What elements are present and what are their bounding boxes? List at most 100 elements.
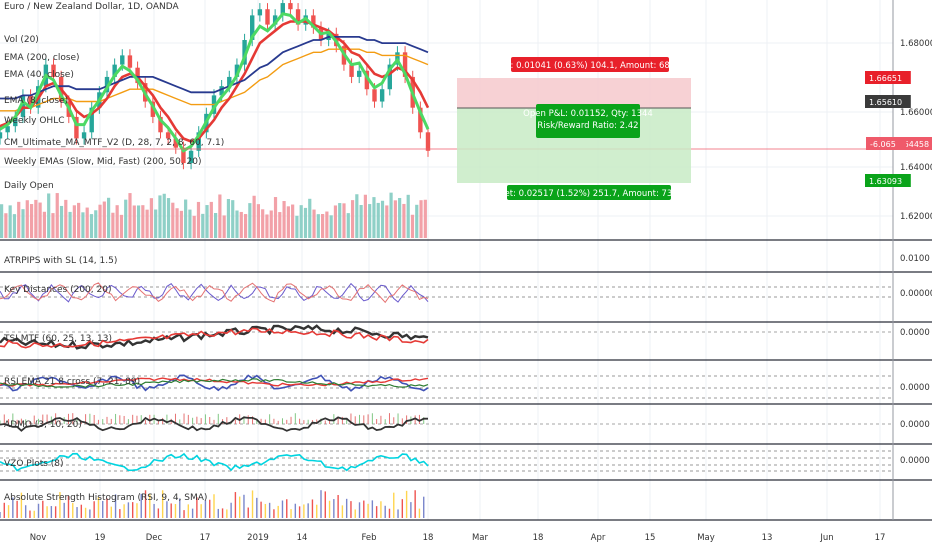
volume-bar: [269, 210, 273, 238]
price-tick-label: 1.64000: [900, 163, 932, 173]
target-label: Target: 0.02517 (1.52%) 251.7, Amount: 7…: [486, 189, 692, 199]
volume-bar: [329, 215, 333, 238]
price-tick-label: 1.68000: [900, 39, 932, 49]
candle-body: [127, 55, 133, 68]
candle-body: [104, 76, 110, 93]
candle-body: [13, 116, 18, 127]
price-tick-label: 1.62000: [900, 212, 932, 222]
volume-bar: [55, 193, 59, 238]
pane-label: TSI MTF (60, 25, 13, 13): [3, 334, 112, 344]
candle-body: [112, 64, 117, 77]
volume-bar: [308, 198, 312, 238]
price-tag-label: 1.64458: [896, 140, 929, 149]
stop-label-box[interactable]: [511, 57, 669, 72]
volume-bar: [145, 209, 149, 238]
volume-bar: [410, 214, 415, 238]
volume-bar: [376, 202, 380, 238]
volume-bar: [34, 199, 38, 238]
volume-bar: [218, 194, 222, 238]
volume-bar: [179, 210, 183, 238]
volume-bar: [359, 204, 363, 238]
volume-bar: [342, 203, 346, 238]
volume-bar: [171, 202, 175, 238]
tsi-signal: [0, 327, 429, 349]
pane-tick-label: 0.0000: [900, 383, 930, 393]
candle-body: [20, 95, 26, 117]
candle-body: [402, 52, 408, 77]
candle-body: [265, 9, 270, 25]
volume-bar: [124, 199, 128, 238]
volume-bar: [248, 203, 252, 238]
time-tick-label: Dec: [146, 533, 163, 543]
axes: 1.68000 1.66000 1.64000 1.62000 0.0100 0.0000…: [30, 0, 932, 543]
short-position-tool[interactable]: Stop: 0.01041 (0.63%) 104.1, Amount: 686…: [457, 57, 691, 200]
candle-body: [0, 132, 3, 139]
time-tick-label: Nov: [30, 533, 47, 543]
volume-bar: [149, 198, 153, 238]
volume-bar: [77, 202, 81, 238]
volume-bar: [316, 214, 320, 238]
volume-bar: [380, 200, 385, 238]
volume-bar: [47, 193, 51, 238]
volume-bar: [21, 209, 25, 238]
pane-label: RSI EMA 21 8 cross (7, 21, 89): [4, 377, 140, 387]
candle-body: [81, 132, 87, 139]
candle-body: [295, 9, 301, 25]
volume-bar: [214, 212, 218, 238]
time-tick-label: 13: [762, 533, 773, 543]
time-tick-label: 18: [423, 533, 434, 543]
volume-bar: [141, 205, 145, 238]
candle-body: [250, 15, 255, 40]
volume-bar: [402, 203, 406, 238]
time-tick-label: 18: [533, 533, 544, 543]
volume-bar: [256, 204, 260, 238]
indicator-label: CM_Ultimate_MA_MTF_V2 (D, 28, 7, 2, 8, 6…: [4, 138, 224, 148]
candle-body: [372, 89, 377, 102]
volume-bar: [338, 203, 342, 238]
candle-body: [257, 9, 263, 16]
price-tag: [866, 137, 907, 150]
target-label-box[interactable]: [507, 185, 671, 200]
candle-body: [196, 132, 201, 151]
volume-bar: [136, 205, 141, 238]
volume-bar: [299, 205, 303, 238]
candle-body: [227, 76, 232, 87]
candle-body: [219, 86, 224, 96]
price-pane[interactable]: [0, 0, 893, 238]
admo-line: [0, 416, 428, 432]
volume-bar: [278, 212, 282, 238]
pnl-label: Open P&L: 0.01152, Qty: 1344: [523, 109, 653, 119]
candle-body: [181, 147, 186, 164]
price-tag-label: 1.63093: [869, 177, 902, 186]
stop-label: Stop: 0.01041 (0.63%) 104.1, Amount: 686…: [491, 61, 689, 71]
volume-bar: [355, 194, 359, 238]
volume-bar: [158, 195, 162, 238]
time-tick-label: Mar: [472, 533, 489, 543]
indicator-label: Daily Open: [4, 181, 54, 191]
volume-bar: [192, 215, 196, 238]
ema8-line: [0, 20, 430, 143]
candle-body: [74, 116, 79, 139]
volume-bar: [226, 199, 231, 238]
price-tag-label: 1.66651: [869, 74, 902, 83]
volume-bar: [333, 205, 338, 238]
pane-tick-label: 0.0000000: [900, 289, 932, 299]
price-tags: 1.66651 1.65610 1.64458-6.065 1.63093: [865, 71, 932, 187]
volume-bar: [64, 199, 68, 238]
indicator-panes: [0, 239, 932, 521]
pane-tick-label: 0.0000: [900, 456, 930, 466]
symbol-title: Euro / New Zealand Dollar, 1D, OANDA: [4, 2, 179, 12]
volume-bar: [209, 201, 213, 238]
candle-body: [28, 95, 33, 108]
volume-bar: [368, 204, 372, 238]
volume-bar: [59, 205, 64, 238]
pnl-label-box[interactable]: [536, 104, 640, 138]
volume-bar: [29, 204, 34, 238]
weekly-ema-line: [0, 36, 429, 100]
candle-body: [272, 15, 278, 25]
indicator-labels: Euro / New Zealand Dollar, 1D, OANDA Vol…: [3, 2, 224, 503]
volume-bar: [132, 205, 136, 238]
volume-bar: [265, 214, 269, 238]
